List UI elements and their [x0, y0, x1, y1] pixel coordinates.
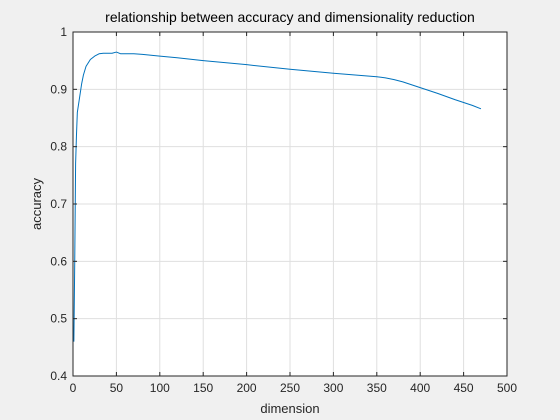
x-tick-label: 50 — [110, 381, 124, 395]
x-tick-label: 250 — [280, 381, 300, 395]
y-tick-label: 0.4 — [50, 369, 67, 383]
y-axis-label: accuracy — [29, 177, 44, 230]
x-tick-label: 400 — [410, 381, 430, 395]
x-tick-label: 450 — [454, 381, 474, 395]
chart-title: relationship between accuracy and dimens… — [105, 9, 475, 25]
x-tick-label: 300 — [323, 381, 343, 395]
y-tick-label: 0.5 — [50, 312, 67, 326]
x-axis-label: dimension — [260, 401, 319, 416]
y-tick-label: 0.6 — [50, 254, 67, 268]
x-tick-label: 350 — [367, 381, 387, 395]
y-tick-label: 1 — [60, 25, 67, 39]
x-tick-label: 150 — [193, 381, 213, 395]
x-tick-label: 0 — [70, 381, 77, 395]
x-tick-label: 500 — [497, 381, 517, 395]
y-tick-label: 0.7 — [50, 197, 67, 211]
y-tick-label: 0.9 — [50, 82, 67, 96]
y-tick-label: 0.8 — [50, 140, 67, 154]
x-tick-label: 100 — [150, 381, 170, 395]
x-tick-label: 200 — [237, 381, 257, 395]
